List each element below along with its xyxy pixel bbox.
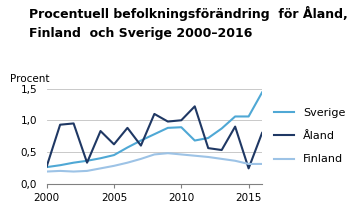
Finland (45, 170, 49, 173)
Sverige (206, 137, 210, 139)
Text: Procentuell befolkningsförändring  för Åland,: Procentuell befolkningsförändring för Ål… (29, 6, 348, 21)
Sverige (219, 127, 224, 130)
Åland (246, 167, 251, 170)
Sverige (179, 126, 183, 128)
Finland (179, 153, 183, 156)
Åland (233, 125, 237, 128)
Sverige (233, 115, 237, 118)
Finland (260, 163, 264, 165)
Finland (112, 165, 116, 167)
Sverige (152, 133, 157, 135)
Finland (166, 152, 170, 154)
Finland (85, 170, 89, 172)
Sverige (166, 127, 170, 129)
Åland (166, 120, 170, 123)
Åland (206, 147, 210, 149)
Åland (71, 122, 76, 125)
Åland (139, 144, 143, 147)
Line: Åland: Åland (47, 106, 262, 168)
Åland (152, 113, 157, 115)
Sverige (71, 161, 76, 164)
Y-axis label: Procent: Procent (10, 74, 49, 84)
Sverige (58, 164, 62, 166)
Line: Finland: Finland (47, 153, 262, 172)
Finland (219, 158, 224, 160)
Finland (246, 163, 251, 165)
Åland (179, 119, 183, 122)
Sverige (192, 139, 197, 142)
Åland (85, 161, 89, 164)
Legend: Sverige, Åland, Finland: Sverige, Åland, Finland (270, 103, 350, 169)
Sverige (139, 139, 143, 142)
Åland (125, 127, 130, 129)
Finland (58, 170, 62, 172)
Finland (152, 153, 157, 156)
Sverige (112, 154, 116, 156)
Finland (98, 167, 103, 170)
Sverige (45, 166, 49, 168)
Finland (71, 170, 76, 173)
Sverige (85, 160, 89, 162)
Åland (219, 149, 224, 151)
Finland (139, 158, 143, 160)
Finland (192, 154, 197, 157)
Finland (206, 156, 210, 158)
Åland (58, 123, 62, 126)
Text: Finland  och Sverige 2000–2016: Finland och Sverige 2000–2016 (29, 27, 252, 41)
Åland (98, 130, 103, 132)
Sverige (246, 115, 251, 118)
Line: Sverige: Sverige (47, 92, 262, 167)
Sverige (125, 146, 130, 149)
Åland (45, 165, 49, 168)
Sverige (260, 91, 264, 94)
Åland (112, 143, 116, 146)
Åland (260, 132, 264, 134)
Sverige (98, 157, 103, 160)
Åland (192, 105, 197, 108)
Finland (125, 161, 130, 164)
Finland (233, 160, 237, 162)
